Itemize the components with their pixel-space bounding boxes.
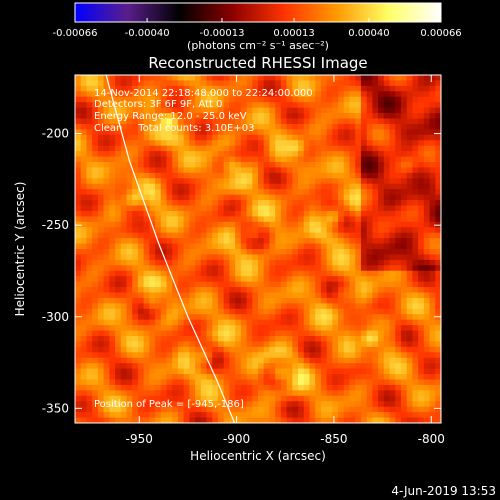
x-tick-label: -950	[126, 432, 153, 446]
y-axis-label: Heliocentric Y (arcsec)	[13, 182, 27, 317]
annotation-time-range: 14-Nov-2014 22:18:48.000 to 22:24:00.000	[94, 88, 313, 99]
y-tick-label: -250	[42, 218, 69, 232]
colorbar-tick-label: 0.00013	[273, 28, 314, 39]
colorbar-tick-label: 0.00040	[348, 28, 389, 39]
y-tick-label: -300	[42, 310, 69, 324]
colorbar-unit-label: (photons cm⁻² s⁻¹ asec⁻²)	[187, 39, 329, 52]
colorbar-tick-label: -0.00013	[199, 28, 244, 39]
annotation-peak-position: Position of Peak = [-945,-186]	[94, 399, 244, 410]
colorbar-ticks: -0.00066 -0.00040 -0.00013 0.00013 0.00040 0.…	[53, 18, 462, 39]
colorbar-tick-label: -0.00040	[125, 28, 170, 39]
x-axis-label: Heliocentric X (arcsec)	[190, 449, 326, 463]
heatmap-image	[75, 75, 441, 423]
x-tick-label: -800	[418, 432, 445, 446]
y-tick-label: -200	[42, 127, 69, 141]
annotation-detectors: Detectors: 3F 6F 9F, Att 0	[94, 99, 222, 110]
x-tick-label: -900	[223, 432, 250, 446]
colorbar	[74, 2, 442, 23]
y-axis-ticks: -200 -250 -300 -350	[42, 127, 441, 415]
x-tick-label: -850	[320, 432, 347, 446]
footer-date: 4-Jun-2019 13:53	[391, 484, 496, 498]
chart-title: Reconstructed RHESSI Image	[148, 54, 367, 72]
plot-frame	[74, 74, 442, 424]
annotation-energy-range: Energy Range: 12.0 - 25.0 keV	[94, 111, 247, 122]
colorbar-tick-label: -0.00066	[53, 28, 98, 39]
x-axis-ticks: -950 -900 -850 -800	[126, 75, 445, 446]
solar-limb-curve	[105, 75, 236, 423]
y-tick-label: -350	[42, 401, 69, 415]
colorbar-tick-label: 0.00066	[420, 28, 461, 39]
annotation-clean-counts: Clean Total counts: 3.10E+03	[94, 123, 254, 134]
